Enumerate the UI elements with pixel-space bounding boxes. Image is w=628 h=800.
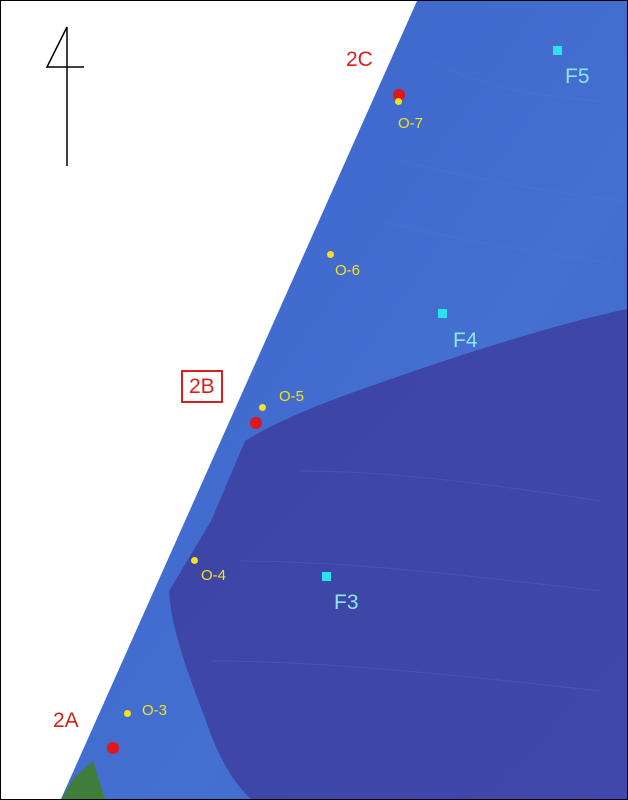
deep-basin-area xyxy=(169,309,627,799)
station-label-f5: F5 xyxy=(565,65,590,88)
texture-lines xyxy=(210,60,622,692)
obs-label-o5: O-5 xyxy=(279,388,305,405)
station-marker-f5[interactable] xyxy=(553,46,562,55)
station-marker-f3[interactable] xyxy=(322,572,331,581)
station-label-f3: F3 xyxy=(334,591,359,614)
site-marker-2a[interactable] xyxy=(107,742,119,754)
site-marker-2b[interactable] xyxy=(250,417,262,429)
site-label-2b: 2B xyxy=(181,370,223,403)
station-label-f4: F4 xyxy=(453,329,478,352)
site-label-2c: 2C xyxy=(346,48,373,71)
obs-marker-o5[interactable] xyxy=(259,404,266,411)
obs-label-o6: O-6 xyxy=(335,262,361,279)
site-label-2a: 2A xyxy=(53,709,79,732)
obs-label-o3: O-3 xyxy=(142,702,168,719)
obs-marker-o4[interactable] xyxy=(191,557,198,564)
obs-label-o4: O-4 xyxy=(201,567,227,584)
station-marker-f4[interactable] xyxy=(438,309,447,318)
obs-marker-o6[interactable] xyxy=(327,251,334,258)
obs-marker-o3[interactable] xyxy=(124,710,131,717)
obs-label-o7: O-7 xyxy=(398,115,424,132)
obs-marker-o7[interactable] xyxy=(395,98,402,105)
shore-area xyxy=(61,761,105,799)
